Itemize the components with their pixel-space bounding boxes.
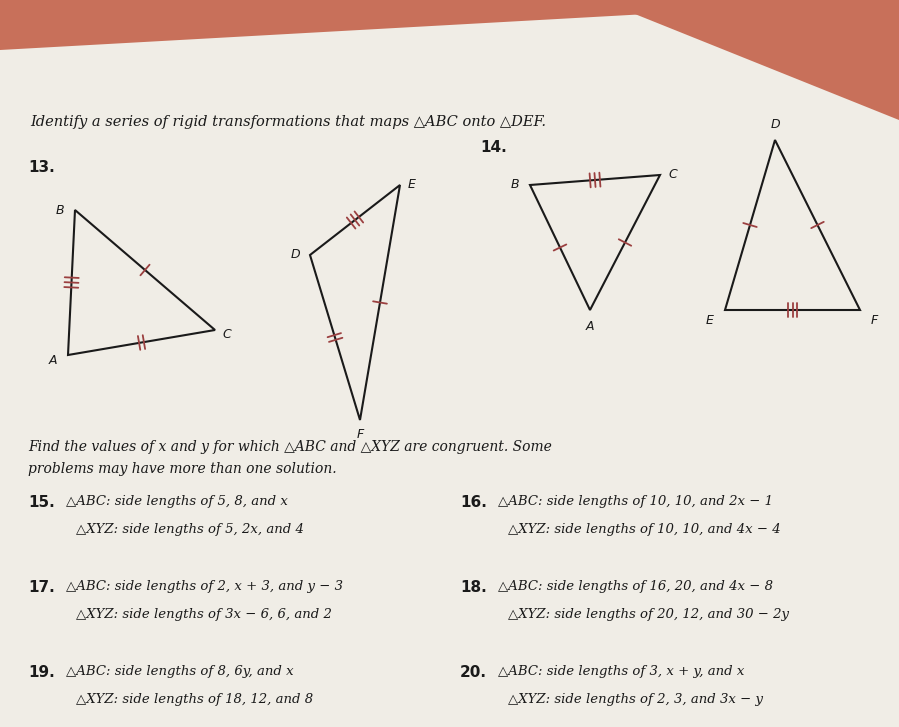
Text: D: D (290, 249, 299, 262)
Text: 13.: 13. (28, 160, 55, 175)
Text: 15.: 15. (28, 495, 55, 510)
Text: B: B (511, 179, 520, 191)
Text: △XYZ: side lengths of 2, 3, and 3x − y: △XYZ: side lengths of 2, 3, and 3x − y (508, 693, 763, 706)
Text: △ABC: side lengths of 8, 6y, and x: △ABC: side lengths of 8, 6y, and x (66, 665, 294, 678)
Text: Find the values of x and y for which △ABC and △XYZ are congruent. Some: Find the values of x and y for which △AB… (28, 440, 552, 454)
Polygon shape (600, 0, 899, 120)
Text: 18.: 18. (460, 580, 486, 595)
Text: △XYZ: side lengths of 10, 10, and 4x − 4: △XYZ: side lengths of 10, 10, and 4x − 4 (508, 523, 780, 536)
Text: F: F (356, 428, 363, 441)
Text: F: F (870, 313, 877, 326)
Text: △ABC: side lengths of 10, 10, and 2x − 1: △ABC: side lengths of 10, 10, and 2x − 1 (498, 495, 773, 508)
Text: A: A (49, 353, 58, 366)
Text: C: C (223, 329, 231, 342)
Text: C: C (669, 169, 677, 182)
Text: 20.: 20. (460, 665, 487, 680)
Text: 19.: 19. (28, 665, 55, 680)
Text: △ABC: side lengths of 3, x + y, and x: △ABC: side lengths of 3, x + y, and x (498, 665, 744, 678)
Text: 16.: 16. (460, 495, 487, 510)
Text: △ABC: side lengths of 5, 8, and x: △ABC: side lengths of 5, 8, and x (66, 495, 288, 508)
Text: △XYZ: side lengths of 5, 2x, and 4: △XYZ: side lengths of 5, 2x, and 4 (76, 523, 304, 536)
Text: E: E (408, 179, 416, 191)
Text: △XYZ: side lengths of 18, 12, and 8: △XYZ: side lengths of 18, 12, and 8 (76, 693, 313, 706)
Text: △XYZ: side lengths of 20, 12, and 30 − 2y: △XYZ: side lengths of 20, 12, and 30 − 2… (508, 608, 789, 621)
Text: △ABC: side lengths of 16, 20, and 4x − 8: △ABC: side lengths of 16, 20, and 4x − 8 (498, 580, 773, 593)
Text: 17.: 17. (28, 580, 55, 595)
Text: problems may have more than one solution.: problems may have more than one solution… (28, 462, 336, 476)
Text: E: E (706, 313, 714, 326)
Text: △ABC: side lengths of 2, x + 3, and y − 3: △ABC: side lengths of 2, x + 3, and y − … (66, 580, 343, 593)
Text: 14.: 14. (480, 140, 507, 155)
Text: Identify a series of rigid transformations that maps △ABC onto △DEF.: Identify a series of rigid transformatio… (30, 115, 546, 129)
Text: △XYZ: side lengths of 3x − 6, 6, and 2: △XYZ: side lengths of 3x − 6, 6, and 2 (76, 608, 332, 621)
Text: A: A (586, 319, 594, 332)
Text: B: B (56, 204, 65, 217)
Text: D: D (770, 119, 779, 132)
